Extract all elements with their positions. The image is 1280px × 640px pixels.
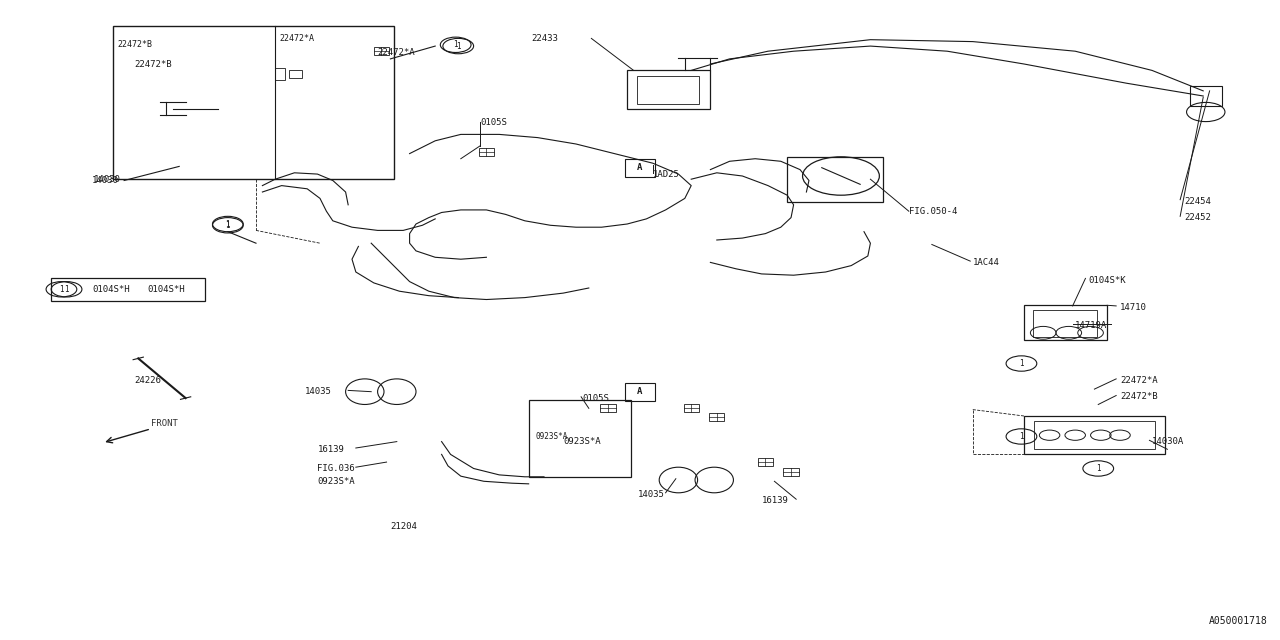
Text: 1AD25: 1AD25 — [653, 170, 680, 179]
Text: 0105S: 0105S — [480, 118, 507, 127]
Bar — [1024, 305, 1107, 340]
Text: A: A — [637, 387, 643, 396]
Text: 1: 1 — [1019, 432, 1024, 441]
Bar — [51, 278, 205, 301]
Text: 1: 1 — [456, 42, 461, 51]
Text: 22472*B: 22472*B — [134, 60, 172, 68]
Text: 1: 1 — [1096, 464, 1101, 473]
Bar — [625, 159, 655, 177]
Text: 21204: 21204 — [390, 522, 417, 531]
Text: 0104S*K: 0104S*K — [1088, 276, 1125, 285]
Text: 22472*B: 22472*B — [118, 40, 152, 49]
Bar — [787, 157, 883, 202]
Bar — [758, 458, 773, 466]
Text: 1AC44: 1AC44 — [973, 258, 1000, 267]
Text: 0104S*H: 0104S*H — [147, 285, 184, 294]
Text: 16139: 16139 — [317, 445, 344, 454]
Bar — [529, 400, 631, 477]
Bar — [374, 47, 389, 55]
Text: 14030A: 14030A — [1152, 437, 1184, 446]
Text: 1: 1 — [1019, 359, 1024, 368]
Text: 22472*A: 22472*A — [1120, 376, 1157, 385]
Text: 14035: 14035 — [305, 387, 332, 396]
Text: 16139: 16139 — [762, 496, 788, 505]
Bar — [709, 413, 724, 421]
Bar — [1190, 86, 1222, 106]
Text: 1: 1 — [64, 285, 69, 294]
Text: FIG.050-4: FIG.050-4 — [909, 207, 957, 216]
Text: FIG.036: FIG.036 — [317, 464, 355, 473]
Text: 14719A: 14719A — [1075, 321, 1107, 330]
Text: A050001718: A050001718 — [1208, 616, 1267, 626]
Text: 14030: 14030 — [92, 176, 119, 185]
Bar — [627, 70, 710, 109]
Text: 14030: 14030 — [93, 175, 120, 184]
Text: 22452: 22452 — [1184, 213, 1211, 222]
Bar — [1024, 416, 1165, 454]
Bar — [600, 404, 616, 412]
Bar — [113, 26, 394, 179]
Text: 22472*A: 22472*A — [279, 34, 314, 43]
Text: 1: 1 — [59, 285, 64, 294]
Text: 1: 1 — [225, 221, 230, 230]
Text: 0923S*A: 0923S*A — [563, 437, 600, 446]
Text: 14035: 14035 — [637, 490, 664, 499]
Bar — [625, 383, 655, 401]
Text: 1: 1 — [225, 220, 230, 228]
Bar — [1034, 421, 1155, 449]
Bar — [1033, 310, 1097, 337]
Bar — [783, 468, 799, 476]
Text: 22472*B: 22472*B — [1120, 392, 1157, 401]
Text: 0104S*H: 0104S*H — [92, 285, 129, 294]
Text: 22472*A: 22472*A — [378, 48, 415, 57]
Text: 22454: 22454 — [1184, 197, 1211, 206]
Text: A: A — [637, 163, 643, 172]
Bar — [684, 404, 699, 412]
Text: 24226: 24226 — [134, 376, 161, 385]
Text: 0923S*A: 0923S*A — [317, 477, 355, 486]
Text: 1: 1 — [453, 40, 458, 49]
Bar — [289, 70, 302, 78]
Text: 0923S*A: 0923S*A — [535, 432, 567, 441]
Text: FRONT: FRONT — [151, 419, 178, 428]
Text: 14710: 14710 — [1120, 303, 1147, 312]
Text: 0105S: 0105S — [582, 394, 609, 403]
Bar — [637, 76, 699, 104]
Bar — [479, 148, 494, 156]
Text: 22433: 22433 — [531, 34, 558, 43]
Bar — [275, 68, 285, 80]
